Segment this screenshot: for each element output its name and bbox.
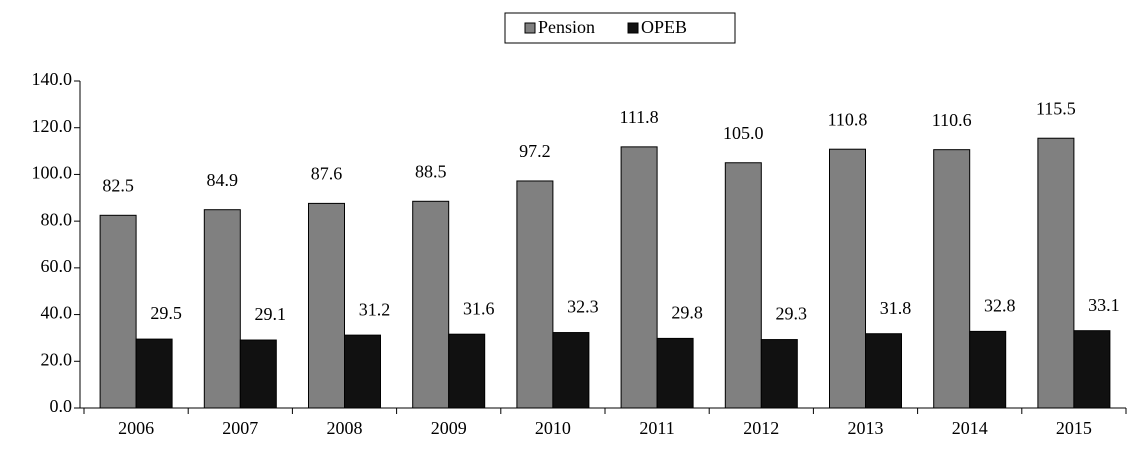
legend-label: Pension [538,17,595,37]
value-label: 82.5 [102,175,134,195]
x-tick-label: 2012 [743,418,779,438]
value-label: 31.6 [463,298,495,318]
value-label: 115.5 [1036,98,1076,118]
x-tick-label: 2008 [327,418,363,438]
value-label: 84.9 [207,170,239,190]
bar [99,214,137,409]
x-tick-label: 2015 [1056,418,1092,438]
bar [448,333,486,409]
x-tick-label: 2010 [535,418,571,438]
bar [1073,330,1111,409]
value-label: 29.5 [150,303,182,323]
x-tick-label: 2006 [118,418,154,438]
bar [516,180,554,409]
value-label: 110.8 [828,109,868,129]
value-label: 29.1 [255,304,287,324]
bar [552,332,590,409]
value-label: 33.1 [1088,295,1120,315]
value-label: 110.6 [932,110,972,130]
value-label: 87.6 [311,164,343,184]
bar [933,149,971,409]
y-tick-label: 140.0 [32,69,73,89]
bar [760,339,798,409]
value-label: 31.8 [880,298,912,318]
y-tick-label: 60.0 [41,256,73,276]
bar [239,339,277,409]
bar [1037,137,1075,409]
x-tick-label: 2009 [431,418,467,438]
bar [969,330,1007,409]
x-tick-label: 2014 [952,418,988,438]
value-label: 32.8 [984,296,1016,316]
y-tick-label: 20.0 [41,349,73,369]
legend-label: OPEB [641,17,687,37]
value-label: 31.2 [359,299,391,319]
legend-box [504,12,736,44]
value-label: 29.8 [671,303,703,323]
x-tick-label: 2007 [222,418,258,438]
bar [203,209,241,409]
value-label: 32.3 [567,297,599,317]
bar [865,333,902,409]
bar [620,146,658,409]
y-tick-label: 100.0 [32,163,73,183]
x-tick-label: 2011 [639,418,674,438]
bar [656,337,694,409]
y-tick-label: 0.0 [50,396,73,416]
legend-swatch [627,22,639,34]
value-label: 88.5 [415,161,447,181]
bar [344,334,381,409]
bar [308,202,345,409]
bar [412,200,450,409]
bar [829,148,866,409]
value-label: 29.3 [776,304,808,324]
value-label: 97.2 [519,141,551,161]
bar [724,162,762,409]
value-label: 105.0 [723,123,764,143]
x-tick-label: 2013 [848,418,884,438]
bar [135,338,173,409]
value-label: 111.8 [620,107,659,127]
y-tick-label: 80.0 [41,209,73,229]
legend-swatch [524,22,536,34]
y-tick-label: 40.0 [41,303,73,323]
y-tick-label: 120.0 [32,116,73,136]
